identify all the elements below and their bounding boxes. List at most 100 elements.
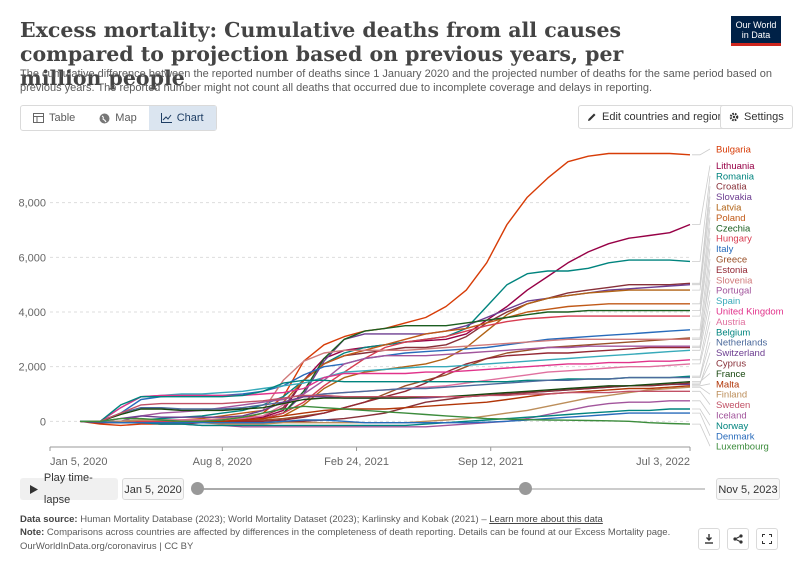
legend-label: Austria <box>716 317 746 328</box>
play-icon <box>30 484 38 494</box>
legend-label: Cyprus <box>716 359 746 370</box>
settings-button[interactable]: Settings <box>720 105 793 129</box>
legend-label: Belgium <box>716 327 750 338</box>
legend-label: Malta <box>716 379 740 390</box>
timeline-end-handle[interactable] <box>518 482 532 495</box>
series-line-luxembourg <box>80 405 691 425</box>
legend-label: Hungary <box>716 234 752 245</box>
fullscreen-icon <box>762 534 772 544</box>
chart-subtitle: The cumulative difference between the re… <box>20 68 772 94</box>
legend-connector <box>692 238 711 317</box>
legend-connector <box>692 412 711 436</box>
y-tick-label: 2,000 <box>18 362 46 374</box>
tab-chart-label: Chart <box>176 112 204 124</box>
y-tick-label: 6,000 <box>18 252 46 264</box>
legend-label: Romania <box>716 171 755 182</box>
legend-label: Norway <box>716 421 748 432</box>
legend-connector <box>692 269 711 348</box>
x-tick-label: Feb 24, 2021 <box>324 456 389 468</box>
legend-connector <box>692 423 711 447</box>
tab-table-label: Table <box>49 112 76 124</box>
legend-label: Poland <box>716 213 746 224</box>
tab-map-label: Map <box>115 112 137 124</box>
download-button[interactable] <box>698 528 720 550</box>
legend-connector <box>692 175 711 262</box>
y-tick-label: 8,000 <box>18 198 46 210</box>
legend-label: Sweden <box>716 400 750 411</box>
fullscreen-button[interactable] <box>756 528 778 550</box>
legend-connector <box>692 310 711 361</box>
series-line-norway <box>79 408 690 427</box>
legend-label: Iceland <box>716 411 747 422</box>
series-line-netherlands <box>80 376 690 422</box>
settings-label: Settings <box>744 111 784 123</box>
legend-label: Croatia <box>716 182 747 193</box>
play-timelapse-button[interactable]: Play time-lapse <box>20 472 118 506</box>
legend-label: Slovakia <box>716 192 753 203</box>
series-line-united-kingdom <box>80 359 691 422</box>
series-line-slovakia <box>79 284 691 424</box>
legend-label: Finland <box>716 390 747 401</box>
legend-label: Bulgaria <box>716 145 752 156</box>
owid-logo[interactable]: Our World in Data <box>731 16 781 46</box>
legend-label: Czechia <box>716 223 751 234</box>
table-icon <box>33 113 44 123</box>
globe-icon <box>99 113 110 123</box>
note: Note: Comparisons across countries are a… <box>20 527 700 539</box>
legend-connector <box>692 279 711 340</box>
legend-label: United Kingdom <box>716 307 784 318</box>
series-line-france <box>80 381 691 422</box>
legend-label: Denmark <box>716 431 755 442</box>
logo-bar <box>731 43 781 46</box>
edit-countries-button[interactable]: Edit countries and regions <box>578 105 739 129</box>
y-tick-label: 4,000 <box>18 307 46 319</box>
legend-connector <box>692 342 711 378</box>
legend-connector <box>692 196 711 286</box>
legend-label: Slovenia <box>716 275 753 286</box>
edit-countries-label: Edit countries and regions <box>602 111 730 123</box>
timeline-start-date[interactable]: Jan 5, 2020 <box>122 478 184 500</box>
chart-title: Excess mortality: Cumulative deaths from… <box>20 18 624 90</box>
legend-label: Portugal <box>716 286 751 297</box>
legend-connector <box>692 373 711 383</box>
pencil-icon <box>588 113 596 121</box>
legend-label: Greece <box>716 255 747 266</box>
series-line-spain <box>80 349 691 422</box>
series-line-portugal <box>79 345 690 423</box>
legend-connector <box>692 386 711 395</box>
legend-label: Latvia <box>716 203 742 214</box>
tab-map[interactable]: Map <box>87 106 148 130</box>
play-label: Play time-lapse <box>43 472 93 506</box>
logo-line1: Our World <box>735 20 777 30</box>
legend-connector <box>692 206 711 291</box>
share-button[interactable] <box>727 528 749 550</box>
legend-connector <box>692 352 711 385</box>
line-chart: 0 2,000 4,000 6,000 8,000 Jan 5, 2020 Aug 8, 2… <box>18 145 784 469</box>
legend-connector <box>692 400 711 416</box>
download-icon <box>705 534 713 544</box>
legend-connector <box>692 165 711 225</box>
line-chart-icon <box>160 113 172 123</box>
legend-connector <box>692 148 711 156</box>
legend-label: Switzerland <box>716 348 765 359</box>
legend-label: France <box>716 369 746 380</box>
credit[interactable]: OurWorldInData.org/coronavirus | CC BY <box>20 541 194 552</box>
legend-label: Italy <box>716 244 734 255</box>
timeline-selected-range <box>197 488 525 490</box>
tab-table[interactable]: Table <box>21 106 87 130</box>
timeline-start-handle[interactable] <box>191 482 204 495</box>
legend-connector <box>692 408 711 426</box>
source-text: Human Mortality Database (2023); World M… <box>80 514 487 525</box>
y-tick-label: 0 <box>40 416 46 428</box>
timeline-end-date[interactable]: Nov 5, 2023 <box>716 478 780 500</box>
learn-more-link[interactable]: Learn more about this data <box>489 514 603 525</box>
legend-label: Spain <box>716 296 740 307</box>
legend-connector <box>692 362 711 384</box>
x-tick-label: Aug 8, 2020 <box>193 456 252 468</box>
legend-label: Luxembourg <box>716 442 769 453</box>
legend-label: Netherlands <box>716 338 767 349</box>
legend-connector <box>692 321 711 365</box>
series-line-denmark <box>79 412 690 424</box>
gear-icon <box>729 112 739 122</box>
tab-chart[interactable]: Chart <box>148 106 216 130</box>
